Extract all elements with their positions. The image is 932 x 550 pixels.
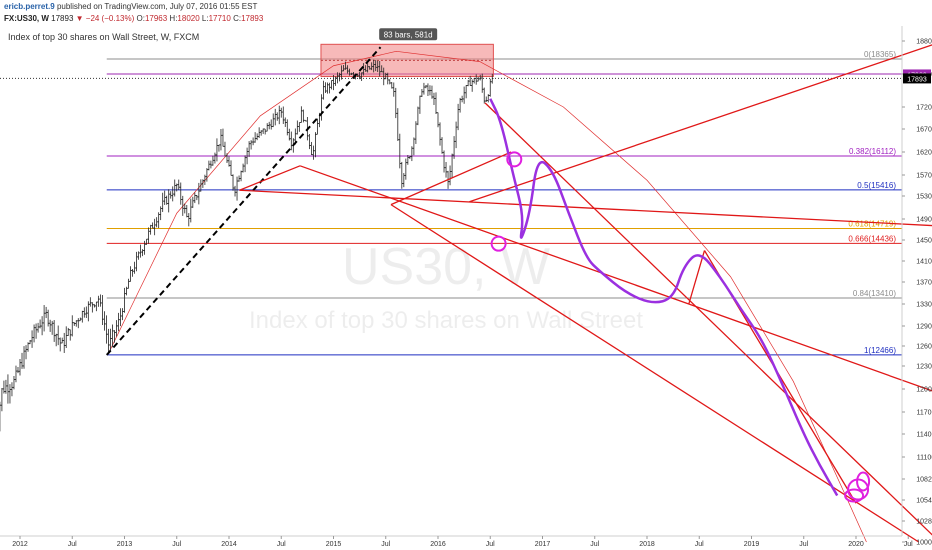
x-tick-label: Jul [381,541,390,548]
ohlc-line: FX:US30, W 17893 ▼ −24 (−0.13%) O:17963 … [4,14,263,23]
y-tick-label: 17200 [916,105,932,112]
y-tick-label: 10280 [916,519,932,526]
last-price: 17893 [51,14,74,23]
symbol-label[interactable]: FX:US30, W [4,14,49,23]
x-tick-label: 2020 [848,541,864,548]
author-link[interactable]: ericb.perret.9 [4,2,55,11]
y-tick-label: 12300 [916,364,932,371]
fib-level-label: 0.5(15416) [857,181,896,190]
y-tick-label: 12600 [916,344,932,351]
low-label: L: [201,14,209,23]
fib-level-label: 0.84(13410) [853,289,896,298]
fib-level-label: 0.666(14436) [848,234,896,243]
arc-curve[interactable] [108,50,867,543]
y-tick-label: 12000 [916,387,932,394]
x-tick-label: Jul [904,541,913,548]
purple-projection-line[interactable] [489,98,839,497]
x-tick-label: 2018 [639,541,655,548]
x-tick-label: Jul [277,541,286,548]
target-circle[interactable] [490,235,507,252]
fib-level-label: 1(12466) [864,346,896,355]
x-tick-label: Jul [68,541,77,548]
x-tick-label: 2017 [535,541,551,548]
red-trendlines[interactable] [239,43,932,543]
chart-header: ericb.perret.9 published on TradingView.… [0,0,932,26]
x-tick-label: 2013 [117,541,133,548]
x-tick-label: 2012 [12,541,28,548]
x-tick-label: 2015 [326,541,342,548]
fib-level-label: 0(18365) [864,50,896,59]
watermark: US30, W Index of top 30 shares on Wall S… [249,238,643,334]
x-tick-label: 2019 [744,541,760,548]
red-trend-line[interactable] [390,151,512,206]
price-chart[interactable]: US30, W Index of top 30 shares on Wall S… [0,26,932,550]
target-circles[interactable] [490,151,871,503]
red-trend-line[interactable] [469,43,932,203]
open-value: 17963 [144,14,168,23]
x-tick-label: Jul [486,541,495,548]
open-label: O: [136,14,145,23]
publish-line: ericb.perret.9 published on TradingView.… [4,2,257,11]
y-tick-label: 15700 [916,173,932,180]
dashed-trend-line[interactable] [105,46,382,356]
watermark-description: Index of top 30 shares on Wall Street [249,307,643,334]
low-value: 17710 [208,14,231,23]
y-tick-label: 12900 [916,324,932,331]
y-tick-label: 14100 [916,259,932,266]
y-tick-label: 13700 [916,280,932,287]
close-value: 17893 [241,14,264,23]
red-trend-line[interactable] [484,102,932,542]
price-badge-label: 17893 [907,76,927,83]
x-tick-label: Jul [590,541,599,548]
x-tick-label: Jul [799,541,808,548]
y-tick-label: 16200 [916,150,932,157]
projection-path[interactable] [489,98,839,497]
high-label: H: [169,14,178,23]
target-circle[interactable] [856,471,871,492]
red-trend-line[interactable] [239,189,932,227]
range-box-label: 83 bars, 581d [384,30,433,39]
y-tick-label: 13300 [916,302,932,309]
y-tick-label: 18800 [916,39,932,46]
x-tick-label: 2016 [430,541,446,548]
y-tick-label: 11400 [917,432,932,439]
red-trend-line[interactable] [688,250,706,305]
chart-title: Index of top 30 shares on Wall Street, W… [8,32,199,42]
x-tick-label: Jul [695,541,704,548]
price-change: ▼ −24 (−0.13%) [75,14,135,23]
target-circle[interactable] [844,488,865,503]
y-tick-label: 14900 [916,217,932,224]
chart-background [0,26,932,550]
y-tick-label: 10540 [916,498,932,505]
watermark-symbol: US30, W [342,238,550,296]
y-tick-label: 14500 [916,238,932,245]
published-text: published on TradingView.com, July 07, 2… [56,2,258,11]
x-tick-label: Jul [172,541,181,548]
fib-level-label: 0.618(14719) [848,220,896,229]
red-trend-line[interactable] [239,165,301,191]
time-axis[interactable]: 2012 Jul 2013 Jul 2014 Jul 2015 Jul 2016 Jul 2017 J… [12,536,932,548]
x-tick-label: 2014 [221,541,237,548]
close-label: C: [233,14,242,23]
y-tick-label: 11700 [917,410,932,417]
target-circle[interactable] [506,151,523,168]
y-tick-label: 11100 [917,455,932,462]
fib-level-label: 0.382(16112) [849,147,896,156]
y-tick-label: 15300 [916,194,932,201]
high-value: 18020 [177,14,200,23]
price-badges: 1798917893 [903,69,931,84]
dashed-trendline[interactable] [105,46,382,356]
price-bars [0,59,494,432]
price-badge [903,73,931,84]
y-tick-label: 16700 [916,127,932,134]
y-tick-label: 10000 [916,540,932,547]
range-box-label-bg [379,28,438,41]
arc-drawing[interactable] [108,50,867,543]
y-tick-label: 10820 [916,477,932,484]
